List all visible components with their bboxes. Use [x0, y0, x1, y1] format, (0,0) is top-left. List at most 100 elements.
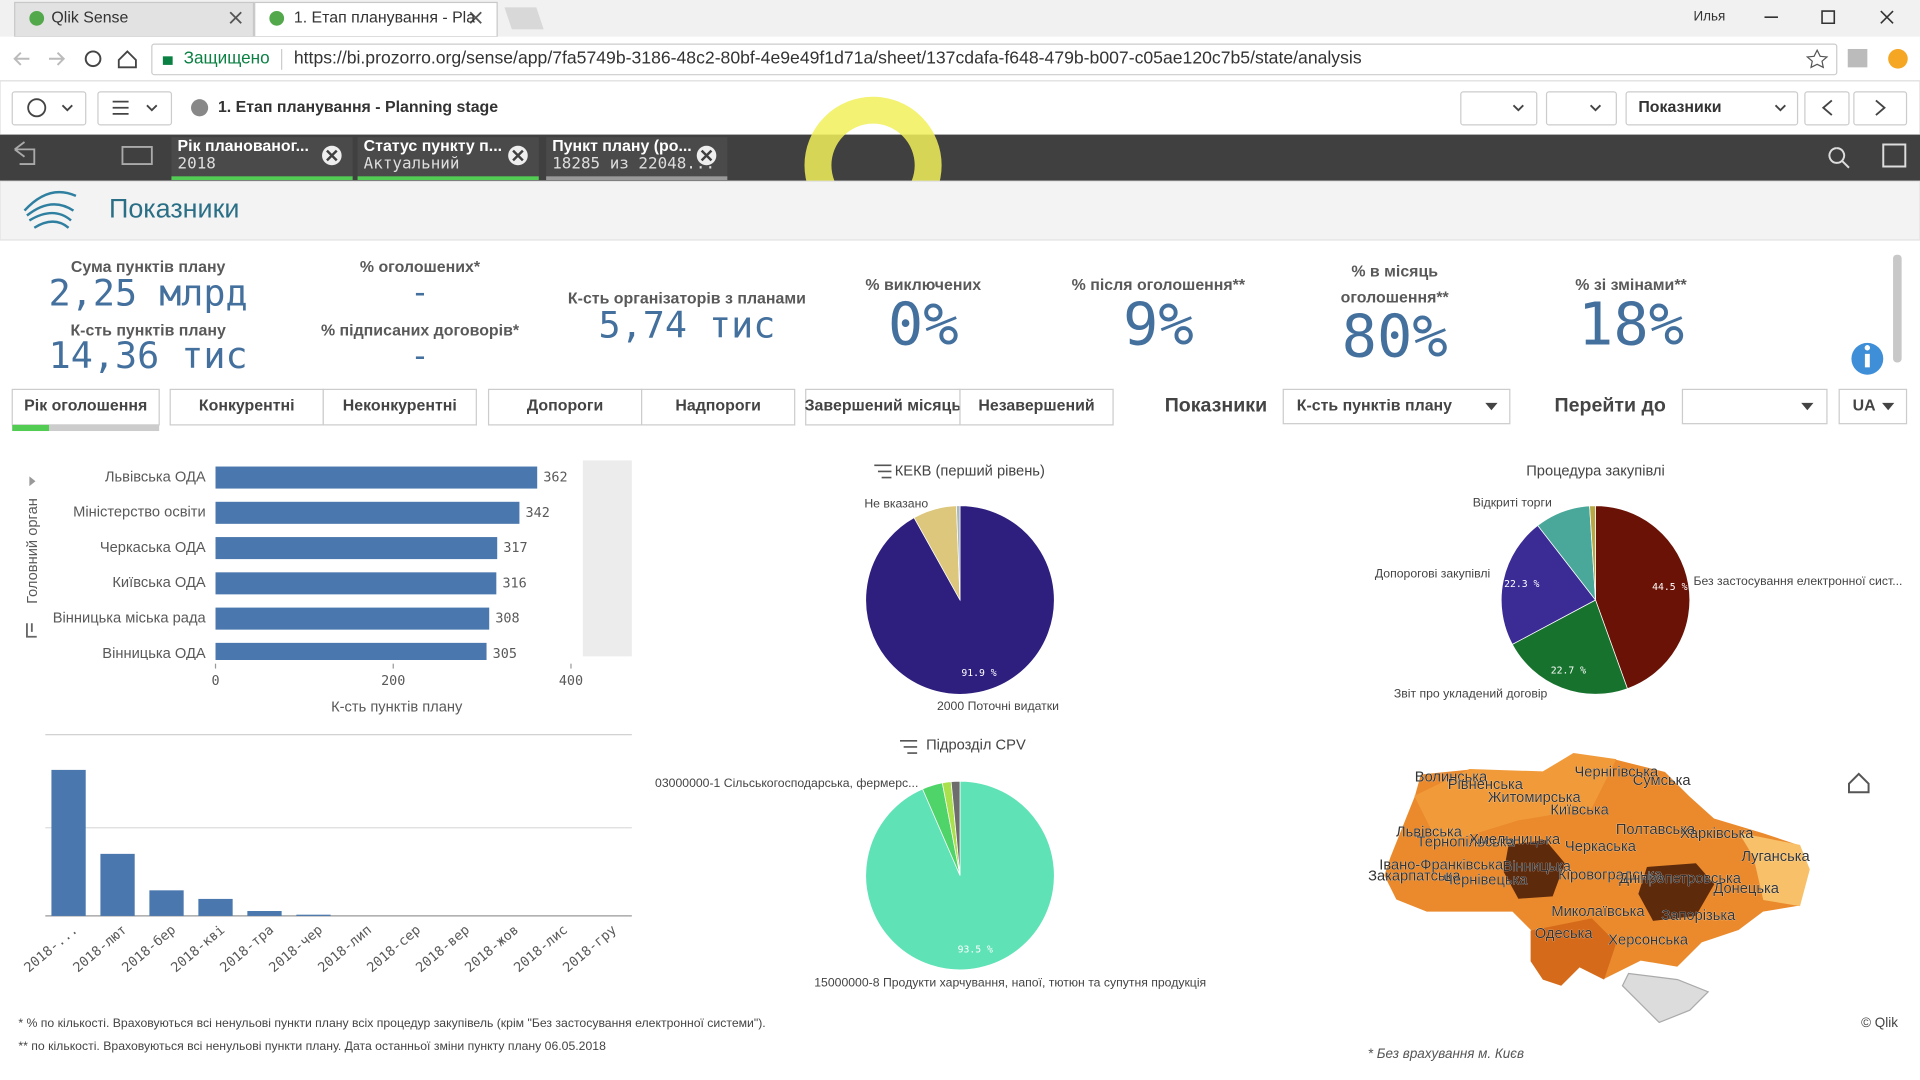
goto-select[interactable] [1681, 388, 1828, 425]
map-dark-region[interactable] [1503, 840, 1565, 899]
filter-button[interactable] [487, 388, 643, 426]
region-label: Львівська [1396, 825, 1463, 841]
present-button[interactable] [1460, 91, 1538, 126]
map-crimea[interactable] [1621, 972, 1710, 1024]
address-bar[interactable] [151, 43, 1838, 76]
next-sheet[interactable] [1853, 91, 1908, 126]
category-label: Львівська ОДА [105, 469, 206, 485]
filter-button-label[interactable]: Надпороги [675, 398, 761, 415]
category-label: Вінницька ОДА [102, 646, 206, 662]
info-glyph [1864, 353, 1870, 368]
kpi-label: % зі змінами** [1575, 275, 1687, 294]
language-value[interactable]: UA [1853, 398, 1876, 415]
kpi-label-box: К-сть пунктів плану [70, 321, 225, 339]
x-tick-label: 0 [211, 674, 219, 689]
filter-button-label[interactable]: Незавершений [978, 398, 1094, 415]
slice-name: 2000 Поточні видатки [937, 699, 1059, 713]
region-label: Рівненська [1448, 777, 1524, 793]
sheet-menu[interactable] [1625, 91, 1799, 126]
navigation-button[interactable] [11, 91, 87, 126]
filter-button-label[interactable]: Допороги [527, 398, 603, 415]
kpi-label: Сума пунктів плану [70, 257, 226, 276]
measure-value[interactable]: К-сть пунктів плану [1297, 398, 1452, 415]
menu-icon [61, 100, 158, 115]
tab-title: 1. Етап планування - Pla [294, 10, 475, 27]
kpi-label-box: % після оголошення** [1072, 276, 1245, 294]
filter-button-label[interactable]: Неконкурентні [343, 398, 457, 415]
pie-slice[interactable] [1500, 524, 1597, 645]
region-label: Сумська [1633, 773, 1692, 789]
bar[interactable] [215, 572, 497, 595]
favicon [269, 11, 285, 26]
new-tab[interactable] [504, 7, 544, 30]
bar[interactable] [247, 911, 282, 916]
bar[interactable] [215, 537, 498, 560]
bar[interactable] [215, 642, 487, 665]
filter-button[interactable] [959, 388, 1114, 426]
tab-active[interactable] [254, 1, 498, 38]
selection-field: Пункт плану (ро... [552, 138, 691, 155]
measure-label: Показники [1165, 395, 1267, 417]
tab[interactable] [14, 1, 255, 38]
language-select[interactable] [1838, 388, 1908, 425]
region-label: Луганська [1741, 849, 1810, 865]
kpi-label: % виключених [865, 275, 982, 294]
scrollbar[interactable] [1893, 254, 1902, 363]
kpi-value: 2,25 млрд [49, 272, 248, 315]
filter-button[interactable] [169, 388, 324, 426]
region-label: Чернігівська [1574, 765, 1659, 781]
filter-button-label[interactable]: Рік оголошення [24, 398, 147, 415]
window-controls[interactable] [1764, 10, 1894, 25]
chart-scrollbar[interactable] [582, 460, 632, 657]
map-dark-region[interactable] [1638, 863, 1715, 921]
map-home[interactable] [1848, 772, 1870, 794]
category-label: Вінницька міська рада [53, 610, 207, 626]
bar[interactable] [215, 501, 520, 524]
pie-slice[interactable] [1511, 599, 1628, 695]
bar[interactable] [198, 898, 233, 916]
category-label: Черкаська ОДА [100, 540, 206, 556]
footnote: ** по кількості. Враховуються всі ненуль… [18, 1039, 606, 1053]
filter-button-label[interactable]: Конкурентні [199, 398, 295, 415]
chart-title: Процедура закупівлі [1526, 463, 1665, 479]
map-north[interactable] [1414, 753, 1617, 845]
kpi-value: 0% [888, 289, 959, 358]
selection-tools[interactable] [14, 141, 153, 165]
search-tools[interactable] [1828, 143, 1907, 169]
clear-glyph [700, 149, 713, 162]
extension [1847, 48, 1868, 68]
bookmark-button[interactable] [1545, 91, 1617, 126]
filter-button[interactable] [805, 388, 961, 426]
bar[interactable] [215, 607, 490, 630]
pie-slice[interactable] [1595, 505, 1691, 690]
bookmark-star[interactable] [1805, 48, 1829, 69]
map-south[interactable] [1530, 918, 1617, 986]
filter-button[interactable] [641, 388, 796, 426]
nav-arrows[interactable] [13, 51, 66, 66]
chart-title: КЕКВ (перший рівень) [895, 463, 1045, 479]
menu-button[interactable] [97, 91, 173, 126]
map-note: * Без врахування м. Києв [1368, 1046, 1524, 1061]
bar[interactable] [296, 914, 331, 916]
bar[interactable] [149, 890, 184, 916]
region-label: Волинська [1415, 769, 1488, 785]
map-east[interactable] [1738, 832, 1810, 907]
bar[interactable] [51, 769, 86, 916]
home[interactable] [117, 50, 137, 69]
pie-slice[interactable] [1589, 505, 1596, 601]
bar[interactable] [100, 853, 135, 916]
reload[interactable] [84, 50, 102, 68]
measure-select[interactable] [1282, 388, 1511, 425]
pie-slice[interactable] [956, 505, 961, 601]
lock [162, 56, 173, 65]
prev-sheet[interactable] [1804, 91, 1850, 126]
pie-slice[interactable] [950, 780, 961, 876]
filter-button-label[interactable]: Завершений місяць [805, 398, 962, 415]
region-label: Житомирська [1488, 790, 1582, 806]
filter-button[interactable] [11, 388, 160, 426]
tab-close[interactable] [229, 11, 482, 24]
filter-button[interactable] [322, 388, 477, 426]
bar[interactable] [215, 466, 538, 489]
